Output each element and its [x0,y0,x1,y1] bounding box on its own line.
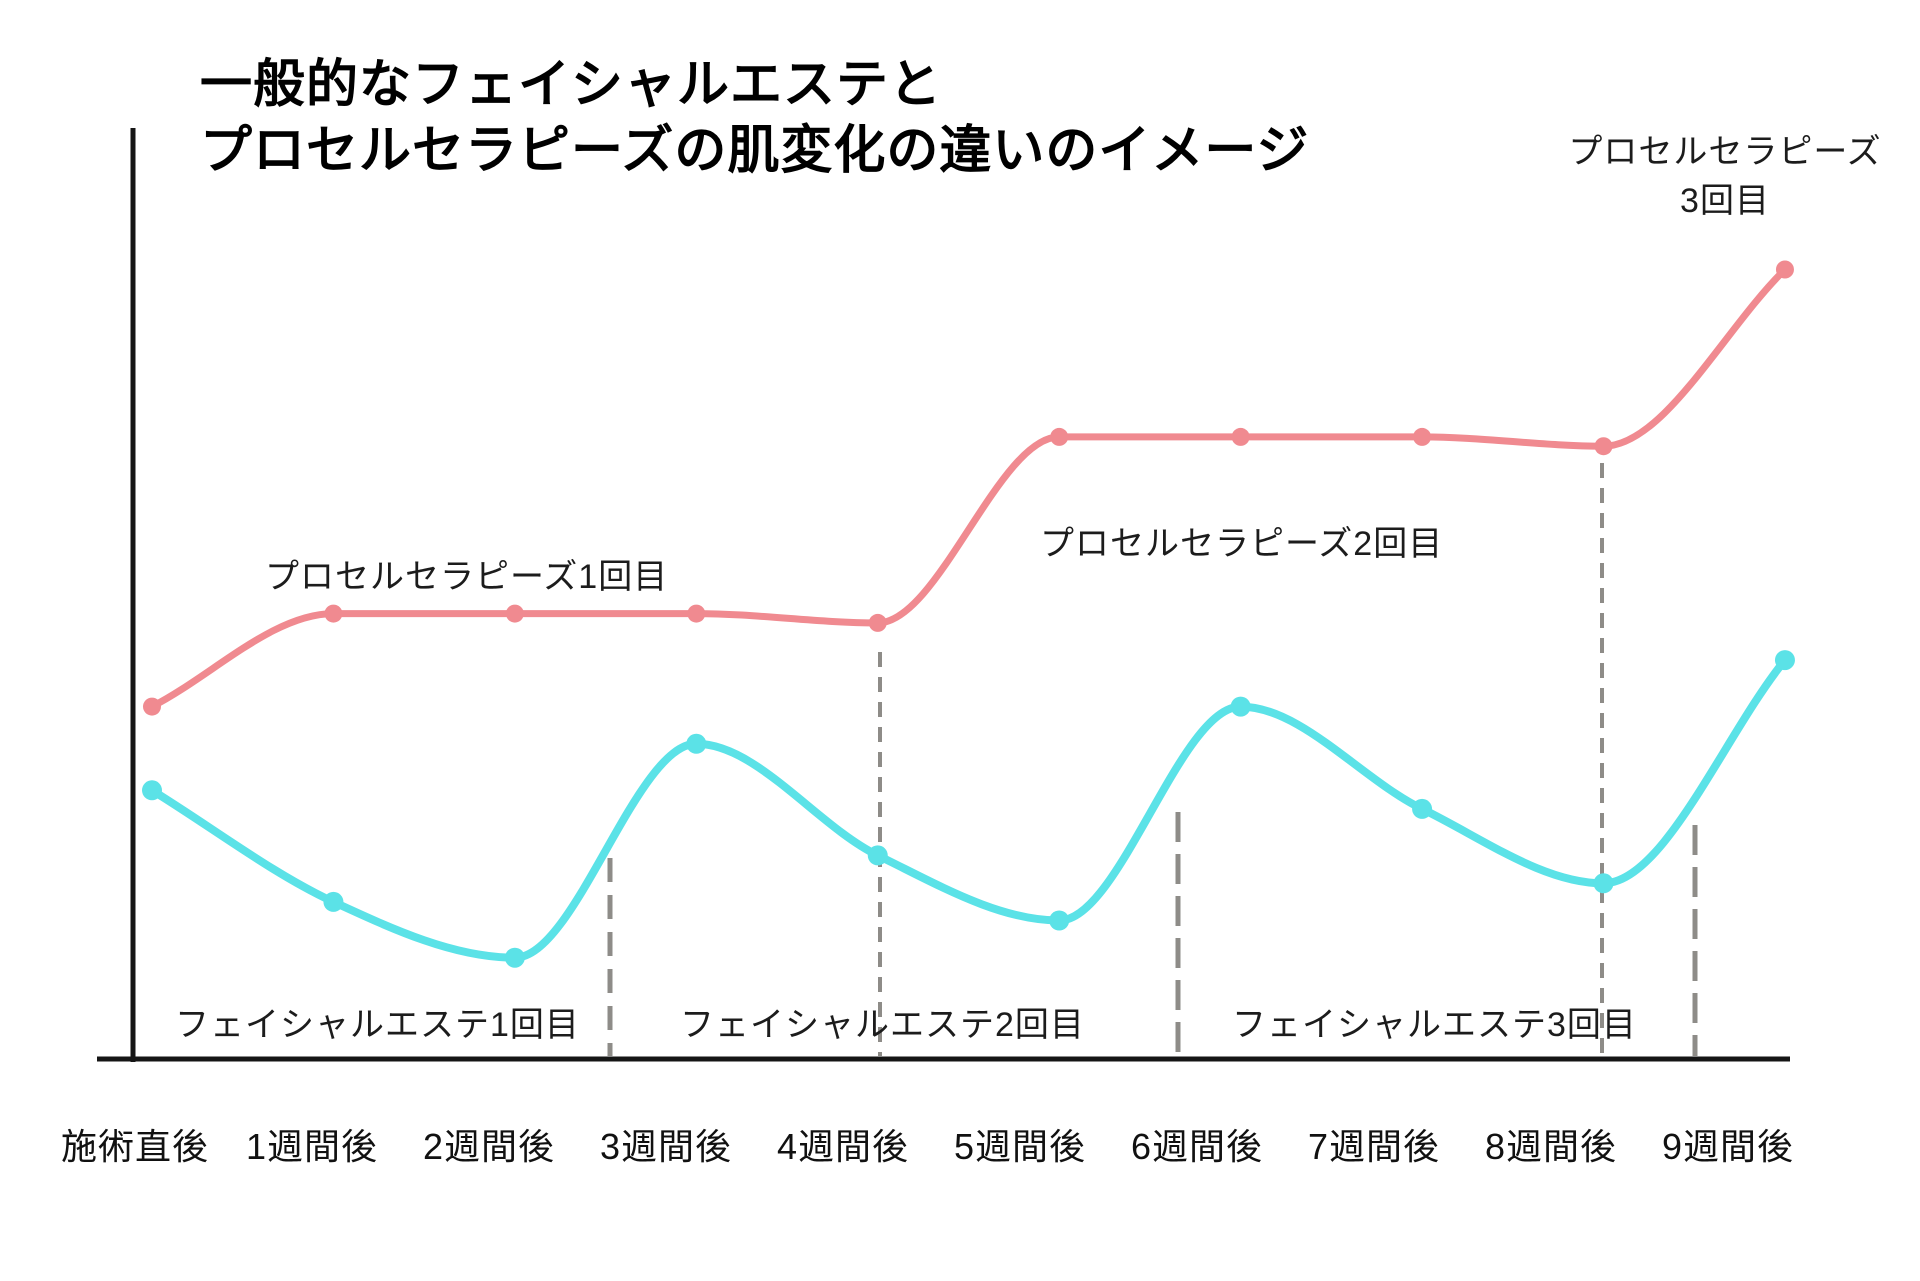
facial-point-week6 [1230,696,1251,717]
procell-line [148,266,1789,711]
x-axis-label-week1: 1週間後 [245,1126,379,1167]
facial-point-week5 [1049,910,1070,931]
procell-point-week7 [1413,427,1432,446]
x-axis-label-week6: 6週間後 [1130,1126,1264,1167]
facial-point-week7 [1412,798,1433,819]
facial-point-week9 [1774,650,1795,671]
annotation-procell-3rd: プロセルセラピーズ 3回目 [1565,128,1885,226]
x-axis-label-week8: 8週間後 [1484,1126,1618,1167]
annotation-facial-1st: フェイシャルエステ1回目 [175,1006,580,1044]
annotation-facial-2nd: フェイシャルエステ2回目 [680,1006,1085,1044]
annotation-procell-2nd: プロセルセラピーズ2回目 [1040,525,1444,563]
facial-line [148,656,1789,962]
x-axis-label-week2: 2週間後 [422,1126,556,1167]
chart-title-line1: 一般的なフェイシャルエステと [200,56,943,114]
procell-point-week2 [505,604,524,623]
facial-point-week3 [686,733,707,754]
procell-point-week3 [687,604,706,623]
procell-point-week9 [1775,260,1794,279]
x-axis-label-week5: 5週間後 [953,1126,1087,1167]
annotation-procell-3rd-line1: プロセルセラピーズ [1568,133,1882,171]
facial-point-week8 [1593,873,1614,894]
facial-point-week4 [867,845,888,866]
x-axis-label-week4: 4週間後 [776,1126,910,1167]
annotation-procell-3rd-line2: 3回目 [1680,182,1770,220]
procell-point-week6 [1231,427,1250,446]
procell-point-week4 [868,613,887,632]
chart-title-line2: プロセルセラピーズの肌変化の違いのイメージ [200,122,1310,180]
facial-point-week0 [142,780,162,801]
annotation-facial-3rd: フェイシャルエステ3回目 [1232,1006,1637,1044]
procell-point-week1 [324,604,343,623]
procell-point-week0 [143,697,161,716]
facial-point-week1 [323,891,344,912]
x-axis-label-week0: 施術直後 [60,1126,210,1167]
procell-point-week5 [1050,427,1069,446]
facial-point-week2 [504,947,525,968]
chart-title: 一般的なフェイシャルエステと プロセルセラピーズの肌変化の違いのイメージ [200,52,1309,184]
procell-point-week8 [1594,437,1613,456]
x-axis-label-week3: 3週間後 [599,1126,733,1167]
annotation-procell-1st: プロセルセラピーズ1回目 [265,558,669,596]
x-axis-label-week9: 9週間後 [1661,1126,1795,1167]
x-axis-label-week7: 7週間後 [1307,1126,1441,1167]
